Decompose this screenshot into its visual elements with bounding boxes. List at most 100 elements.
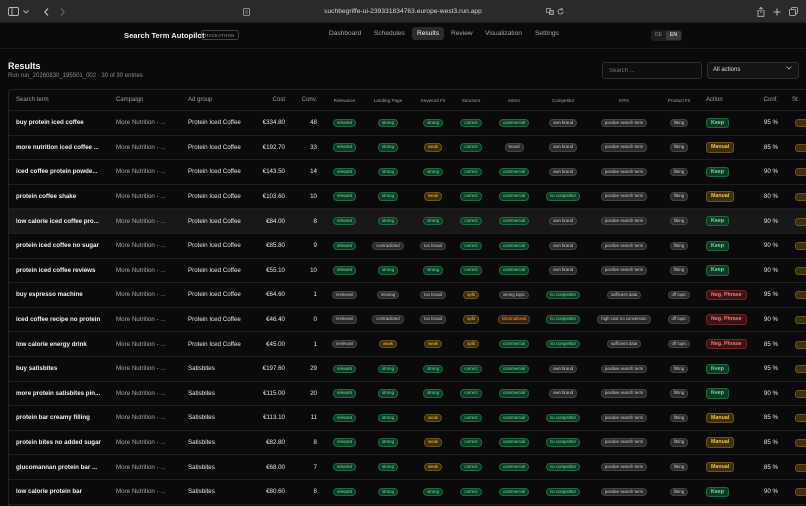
table-row[interactable]: protein coffee shake More Nutrition - ...… bbox=[9, 185, 806, 210]
status-badge[interactable] bbox=[795, 119, 806, 128]
table-row[interactable]: iced coffee recipe no protein More Nutrit… bbox=[9, 308, 806, 333]
competitor-badge: own brand bbox=[548, 143, 578, 152]
search-input[interactable] bbox=[602, 62, 702, 79]
tab-overview-icon[interactable] bbox=[788, 4, 798, 19]
header-ad-group[interactable]: Ad group bbox=[188, 97, 213, 103]
table-row[interactable]: protein iced coffee no sugar More Nutriti… bbox=[9, 234, 806, 259]
kpi-badge: positive search term bbox=[600, 462, 648, 472]
structure-badge-cell: correct bbox=[453, 136, 489, 160]
competitor-badge: no competitor bbox=[545, 413, 581, 423]
status-badge[interactable] bbox=[795, 463, 806, 472]
tab-visualization[interactable]: Visualization bbox=[485, 30, 522, 37]
competitor-badge-cell: own brand bbox=[539, 382, 587, 406]
relevance-badge: relevant bbox=[332, 192, 357, 201]
reload-icon[interactable] bbox=[556, 4, 564, 19]
tab-schedules[interactable]: Schedules bbox=[374, 30, 405, 37]
share-icon[interactable] bbox=[756, 4, 766, 19]
lang-de[interactable]: DE bbox=[655, 32, 662, 38]
status-badge[interactable] bbox=[795, 143, 806, 152]
action-badge[interactable]: Manual bbox=[706, 142, 735, 153]
forward-icon[interactable] bbox=[58, 4, 66, 19]
table-row[interactable]: iced coffee protein powde... More Nutriti… bbox=[9, 160, 806, 185]
table-row[interactable]: more protein satisbites pin... More Nutri… bbox=[9, 382, 806, 407]
header-status[interactable]: St bbox=[792, 97, 798, 103]
header-conf[interactable]: Conf. bbox=[763, 97, 778, 103]
status-badge[interactable] bbox=[795, 168, 806, 177]
status-badge[interactable] bbox=[795, 242, 806, 251]
tab-dashboard[interactable]: Dashboard bbox=[329, 30, 362, 37]
action-badge[interactable]: Keep bbox=[706, 117, 729, 129]
tab-settings[interactable]: Settings bbox=[535, 30, 559, 37]
kpi-badge: positive search term bbox=[600, 241, 648, 251]
action-badge[interactable]: Manual bbox=[706, 191, 735, 202]
conv-cell: 14 bbox=[310, 168, 317, 176]
campaign-cell: More Nutrition - ... bbox=[116, 389, 166, 397]
table-row[interactable]: protein bites no added sugar More Nutriti… bbox=[9, 431, 806, 456]
back-icon[interactable] bbox=[42, 4, 50, 19]
campaign-cell: More Nutrition - ... bbox=[116, 463, 166, 471]
product-fit-badge: fitting bbox=[669, 438, 689, 447]
status-badge[interactable] bbox=[795, 365, 806, 374]
landing-page-badge: missing bbox=[376, 290, 400, 300]
status-badge[interactable] bbox=[795, 488, 806, 497]
lang-en[interactable]: EN bbox=[666, 31, 681, 40]
action-badge[interactable]: Manual bbox=[706, 461, 735, 473]
url-text: suchbegriffe-ui-239331834763.europe-west… bbox=[324, 8, 482, 15]
chevron-down-icon[interactable] bbox=[22, 4, 30, 19]
action-badge[interactable]: Neg. Phrase bbox=[706, 289, 747, 301]
table-row[interactable]: low calorie protein bar More Nutrition - … bbox=[9, 480, 806, 505]
action-filter-select[interactable]: All actions bbox=[707, 62, 799, 79]
cost-cell: €82.80 bbox=[266, 439, 285, 447]
status-badge[interactable] bbox=[795, 316, 806, 325]
table-row[interactable]: low calorie iced coffee pro... More Nutri… bbox=[9, 209, 806, 234]
address-bar[interactable]: suchbegriffe-ui-239331834763.europe-west… bbox=[237, 3, 569, 20]
table-row[interactable]: glucomannan protein bar ... More Nutritio… bbox=[9, 455, 806, 480]
table-row[interactable]: protein iced coffee reviews More Nutritio… bbox=[9, 259, 806, 284]
status-badge[interactable] bbox=[795, 414, 806, 423]
action-badge[interactable]: Manual bbox=[706, 437, 735, 448]
page-info-icon[interactable] bbox=[242, 4, 250, 19]
sidebar-toggle-icon[interactable] bbox=[7, 4, 19, 19]
status-badge[interactable] bbox=[795, 217, 806, 226]
product-fit-badge: fitting bbox=[669, 487, 689, 497]
action-badge[interactable]: Keep bbox=[706, 486, 729, 498]
table-row[interactable]: buy satisbites More Nutrition - ... Satisb… bbox=[9, 357, 806, 382]
action-badge[interactable]: Manual bbox=[706, 412, 735, 424]
tab-review[interactable]: Review bbox=[451, 30, 473, 37]
action-badge[interactable]: Keep bbox=[706, 240, 729, 252]
table-row[interactable]: low calorie energy drink More Nutrition -… bbox=[9, 332, 806, 357]
action-badge[interactable]: Keep bbox=[706, 265, 729, 276]
status-badge[interactable] bbox=[795, 291, 806, 300]
app-brand[interactable]: Search Term Autopilot bbox=[124, 31, 205, 40]
table-row[interactable]: buy protein iced coffee More Nutrition - … bbox=[9, 111, 806, 136]
action-badge[interactable]: Neg. Phrase bbox=[706, 338, 747, 350]
keyword-fit-badge: weak bbox=[423, 413, 443, 423]
translate-icon[interactable] bbox=[546, 4, 554, 19]
action-badge[interactable]: Keep bbox=[706, 363, 729, 375]
status-badge[interactable] bbox=[795, 340, 806, 349]
relevance-badge: relevant bbox=[332, 389, 357, 398]
intent-badge: commercial bbox=[499, 413, 529, 423]
header-search-term[interactable]: Search term bbox=[16, 97, 49, 103]
status-badge[interactable] bbox=[795, 266, 806, 275]
header-action[interactable]: Action bbox=[706, 97, 723, 103]
table-row[interactable]: more nutrition iced coffee ... More Nutri… bbox=[9, 136, 806, 161]
tab-results[interactable]: Results bbox=[412, 27, 444, 40]
status-badge[interactable] bbox=[795, 439, 806, 448]
kpi-badge-cell: positive search term bbox=[594, 136, 654, 160]
status-badge[interactable] bbox=[795, 193, 806, 202]
table-row[interactable]: buy espresso machine More Nutrition - ...… bbox=[9, 283, 806, 308]
new-tab-icon[interactable] bbox=[772, 4, 782, 19]
status-badge[interactable] bbox=[795, 389, 806, 398]
header-cost[interactable]: Cost bbox=[272, 97, 285, 103]
header-conv[interactable]: Conv. bbox=[301, 97, 317, 103]
header-campaign[interactable]: Campaign bbox=[116, 97, 144, 103]
action-badge[interactable]: Keep bbox=[706, 166, 729, 178]
structure-badge: correct bbox=[460, 487, 482, 497]
table-row[interactable]: protein bar creamy filling More Nutrition… bbox=[9, 406, 806, 431]
action-badge[interactable]: Keep bbox=[706, 215, 729, 227]
action-badge[interactable]: Neg. Phrase bbox=[706, 314, 747, 325]
relevance-badge-cell: relevant bbox=[327, 455, 362, 479]
action-badge[interactable]: Keep bbox=[706, 388, 729, 399]
competitor-badge: own brand bbox=[548, 241, 578, 251]
